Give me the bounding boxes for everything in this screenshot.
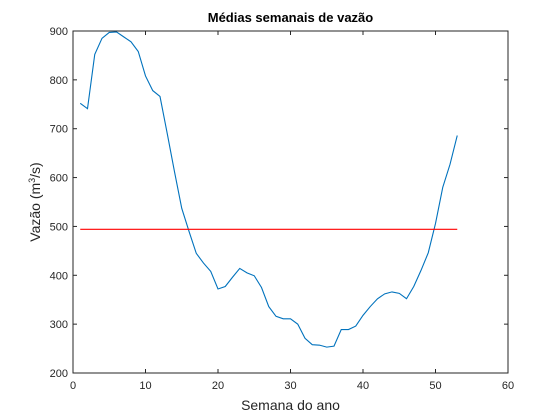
series-line-0 bbox=[79, 31, 458, 348]
y-tick-label: 400 bbox=[50, 270, 68, 282]
x-tick-label: 50 bbox=[429, 380, 441, 392]
tick-layer: 0 10 20 30 40 50 60 200 300 400 500 600 700 800 900 bbox=[50, 26, 514, 392]
y-tick-label: 300 bbox=[50, 319, 68, 331]
y-axis-label-suffix: /s) bbox=[27, 162, 43, 178]
chart-title: Médias semanais de vazão bbox=[208, 10, 374, 25]
y-tick-label: 900 bbox=[50, 26, 68, 38]
plot-background bbox=[73, 31, 508, 373]
y-tick-label: 800 bbox=[50, 75, 68, 87]
y-axis-label: Vazão (m3/s) bbox=[27, 162, 43, 241]
y-tick-label: 600 bbox=[50, 173, 68, 185]
x-tick-label: 0 bbox=[70, 380, 76, 392]
x-tick-label: 20 bbox=[212, 380, 224, 392]
x-tick-label: 10 bbox=[139, 380, 151, 392]
y-axis-label-prefix: Vazão (m bbox=[27, 183, 43, 242]
y-tick-label: 500 bbox=[50, 221, 68, 233]
x-axis-label: Semana do ano bbox=[241, 397, 340, 413]
x-tick-label: 30 bbox=[284, 380, 296, 392]
y-tick-label: 200 bbox=[50, 368, 68, 380]
x-tick-label: 60 bbox=[502, 380, 514, 392]
x-tick-label: 40 bbox=[357, 380, 369, 392]
y-axis-label-sup: 3 bbox=[27, 178, 37, 183]
y-tick-label: 700 bbox=[50, 124, 68, 136]
series-layer bbox=[79, 31, 458, 348]
